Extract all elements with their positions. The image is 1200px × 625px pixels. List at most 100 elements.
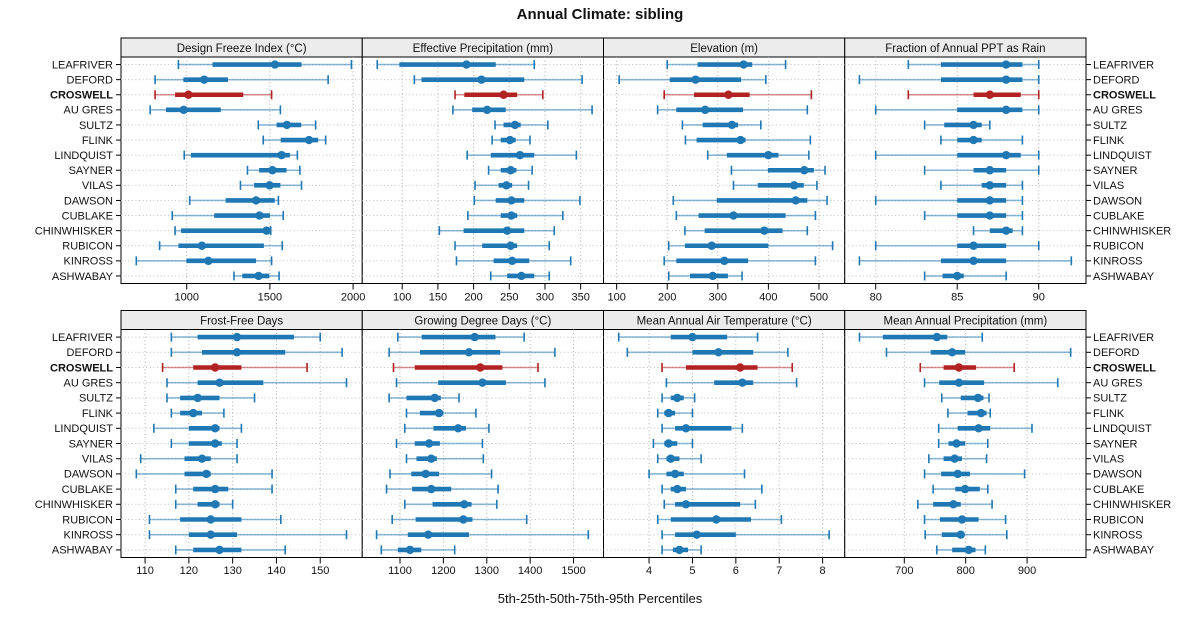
median-dot xyxy=(477,75,486,84)
axis-tick-label: 150 xyxy=(311,565,329,577)
percentile-row xyxy=(928,454,988,464)
site-label-right: LEAFRIVER xyxy=(1093,59,1154,71)
percentile-row xyxy=(618,75,767,85)
percentile-row xyxy=(380,545,456,555)
percentile-row xyxy=(663,256,817,266)
percentile-row xyxy=(174,484,273,494)
median-dot xyxy=(424,530,433,539)
site-label-left: SULTZ xyxy=(79,393,113,405)
median-dot xyxy=(950,454,959,463)
percentile-row xyxy=(376,60,536,70)
percentile-row xyxy=(467,211,564,221)
percentile-row xyxy=(135,469,273,479)
axis-tick-label: 300 xyxy=(709,292,727,304)
axis-tick-label: 2000 xyxy=(341,292,365,304)
percentile-row xyxy=(626,347,789,357)
site-label-left: ASHWABAY xyxy=(52,545,114,557)
median-dot xyxy=(251,196,261,205)
median-dot xyxy=(700,105,710,115)
median-dot xyxy=(954,363,964,372)
percentile-row xyxy=(617,332,759,342)
panel-effective-precipitation-mm-: Effective Precipitation (mm) 100 150 200 250… xyxy=(361,37,604,304)
axis-tick-label: 8 xyxy=(820,565,826,577)
median-dot xyxy=(499,90,508,99)
axis-tick-label: 85 xyxy=(951,292,963,304)
median-dot xyxy=(973,393,983,403)
percentile-row xyxy=(923,378,1059,388)
median-dot xyxy=(206,515,215,524)
axis-tick-label: 4 xyxy=(646,565,652,577)
site-label-left: CUBLAKE xyxy=(62,210,113,222)
percentile-row xyxy=(170,347,343,357)
percentile-row xyxy=(874,195,1024,205)
median-dot xyxy=(277,150,286,160)
percentile-row xyxy=(923,515,1007,524)
axis-tick-label: 7 xyxy=(776,565,782,577)
panel-strip-title: Fraction of Annual PPT as Rain xyxy=(885,43,1045,55)
site-label-left: LEAFRIVER xyxy=(52,332,113,344)
median-dot xyxy=(760,226,769,235)
site-label-left: ASHWABAY xyxy=(52,271,114,283)
median-dot xyxy=(708,271,717,281)
median-dot xyxy=(270,60,280,69)
median-dot xyxy=(670,469,680,479)
median-dot xyxy=(949,500,958,509)
percentile-row xyxy=(661,484,763,494)
percentile-row xyxy=(385,484,499,494)
median-dot xyxy=(692,530,701,539)
percentile-row xyxy=(389,469,493,479)
panel-fraction-of-annual-ppt-as-rain: Fraction of Annual PPT as Rain 80 85 90 xyxy=(844,37,1087,304)
median-dot xyxy=(664,408,673,418)
axis-tick-label: 150 xyxy=(429,292,447,304)
percentile-row xyxy=(661,393,696,403)
axis-tick-label: 1500 xyxy=(258,292,282,304)
percentile-row xyxy=(455,256,572,266)
site-label-right: CUBLAKE xyxy=(1093,484,1144,496)
percentile-row xyxy=(395,378,546,388)
median-dot xyxy=(666,454,675,463)
percentile-row xyxy=(148,515,282,524)
median-dot xyxy=(960,484,970,494)
median-dot xyxy=(478,378,487,387)
site-label-right: RUBICON xyxy=(1093,514,1144,526)
percentile-row xyxy=(730,165,826,175)
median-dot xyxy=(232,332,242,342)
percentile-row xyxy=(652,439,694,448)
percentile-row xyxy=(648,469,746,479)
site-label-right: DAWSON xyxy=(1093,469,1142,481)
percentile-row xyxy=(403,423,490,433)
percentile-row xyxy=(937,423,1033,433)
site-label-left: VILAS xyxy=(82,180,113,192)
panel-frost-free-days: Frost-Free Days 110 120 130 140 150 xyxy=(120,310,363,577)
median-dot xyxy=(459,515,468,524)
site-label-right: KINROSS xyxy=(1093,530,1143,542)
site-label-left: CROSWELL xyxy=(50,90,113,102)
median-dot xyxy=(453,424,463,433)
percentile-row xyxy=(656,454,702,464)
axis-tick-label: 350 xyxy=(571,292,589,304)
percentile-row xyxy=(666,60,787,70)
site-label-right: RUBICON xyxy=(1093,241,1144,253)
median-dot xyxy=(969,241,978,250)
site-label-left: KINROSS xyxy=(63,530,113,542)
median-dot xyxy=(736,135,745,145)
site-label-left: DAWSON xyxy=(64,469,113,481)
site-label-right: AU GRES xyxy=(1093,105,1143,117)
median-dot xyxy=(800,166,809,175)
percentile-row xyxy=(454,241,551,251)
percentile-row xyxy=(684,135,812,145)
median-dot xyxy=(502,181,511,190)
site-label-right: CROSWELL xyxy=(1093,90,1156,102)
median-dot xyxy=(969,256,978,266)
percentile-row xyxy=(452,105,593,115)
site-label-right: LINDQUIST xyxy=(1093,150,1152,162)
site-label-right: LINDQUIST xyxy=(1093,423,1152,435)
percentile-row xyxy=(473,195,581,205)
median-dot xyxy=(712,515,721,524)
panel-strip-title: Growing Degree Days (°C) xyxy=(414,316,551,328)
site-label-right: FLINK xyxy=(1093,408,1125,420)
percentile-row xyxy=(885,347,1072,357)
percentile-row xyxy=(663,90,813,100)
percentile-row xyxy=(672,195,828,205)
